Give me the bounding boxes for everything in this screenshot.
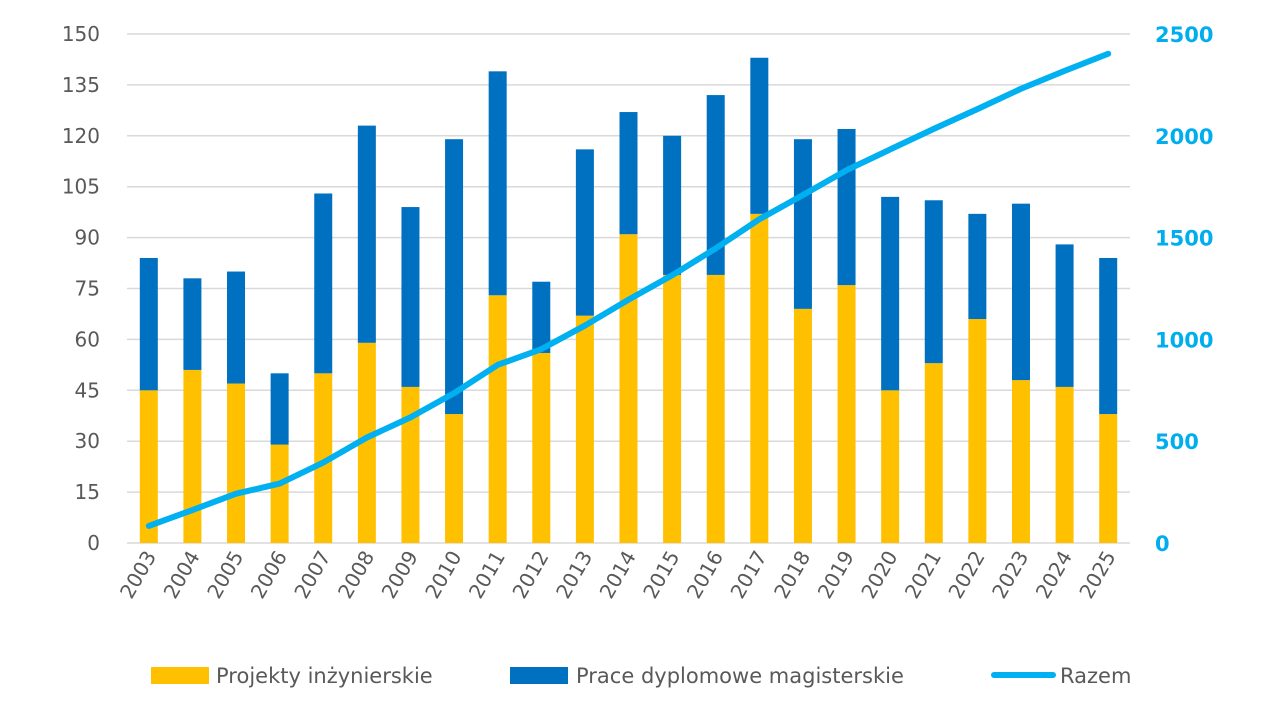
bar-engineering-2023 [1011, 380, 1030, 543]
x-tick-label: 2025 [1074, 547, 1120, 603]
bar-engineering-2016 [706, 274, 725, 543]
left-tick-label: 0 [87, 531, 100, 555]
legend: Projekty inżynierskie Prace dyplomowe ma… [151, 664, 1131, 688]
bar-engineering-2008 [357, 342, 376, 543]
bar-masters-2013 [575, 149, 594, 316]
x-tick-label: 2010 [420, 547, 466, 603]
bar-masters-2007 [314, 193, 333, 374]
right-tick-label: 1500 [1155, 227, 1213, 251]
left-tick-label: 150 [62, 22, 100, 46]
total-line [145, 50, 1112, 529]
bar-engineering-2024 [1055, 386, 1074, 543]
bar-masters-2025 [1099, 257, 1118, 415]
left-axis-ticks: 0 15 30 45 60 75 90 105 120 135 150 [62, 22, 100, 555]
x-tick-label: 2015 [638, 547, 684, 603]
bar-engineering-2006 [270, 444, 289, 543]
bar-engineering-2022 [968, 319, 987, 543]
bar-masters-2012 [532, 281, 551, 353]
right-tick-label: 0 [1155, 532, 1170, 556]
x-tick-label: 2011 [464, 547, 510, 603]
bar-masters-2004 [183, 278, 202, 370]
bar-masters-2011 [488, 71, 507, 296]
bar-engineering-2021 [924, 363, 943, 543]
bar-masters-2005 [227, 271, 246, 384]
x-tick-label: 2006 [246, 547, 292, 603]
bar-engineering-2009 [401, 386, 420, 543]
bar-engineering-2020 [881, 390, 900, 543]
legend-swatch-masters [510, 667, 568, 684]
x-tick-label: 2003 [115, 547, 161, 603]
left-tick-label: 105 [62, 175, 100, 199]
x-tick-label: 2008 [333, 547, 379, 603]
right-tick-label: 500 [1155, 430, 1199, 454]
bar-engineering-2013 [575, 315, 594, 543]
bar-masters-2022 [968, 213, 987, 320]
x-tick-label: 2018 [769, 547, 815, 603]
left-tick-label: 135 [62, 73, 100, 97]
bar-engineering-2004 [183, 369, 202, 543]
bar-engineering-2007 [314, 373, 333, 543]
x-tick-label: 2004 [159, 547, 205, 603]
bar-engineering-2018 [793, 308, 812, 543]
bar-engineering-2025 [1099, 414, 1118, 543]
left-tick-label: 120 [62, 124, 100, 148]
x-tick-label: 2023 [987, 547, 1033, 603]
bar-masters-2021 [924, 200, 943, 364]
left-tick-label: 15 [75, 480, 100, 504]
bar-masters-2015 [663, 135, 682, 275]
bar-engineering-2015 [663, 274, 682, 543]
x-tick-label: 2013 [551, 547, 597, 603]
bar-masters-2023 [1011, 203, 1030, 381]
bar-masters-2020 [881, 196, 900, 391]
left-tick-label: 45 [75, 378, 100, 402]
x-axis-ticks: 2003200420052006200720082009201020112012… [115, 547, 1121, 603]
legend-label-total: Razem [1060, 664, 1131, 688]
x-tick-label: 2022 [943, 547, 989, 603]
bars [139, 57, 1118, 543]
bar-masters-2017 [750, 57, 769, 214]
bar-engineering-2014 [619, 234, 638, 543]
bar-engineering-2010 [445, 414, 464, 543]
bar-masters-2010 [445, 139, 464, 415]
x-tick-label: 2009 [377, 547, 423, 603]
bar-engineering-2012 [532, 352, 551, 543]
bar-engineering-2003 [139, 390, 158, 543]
x-tick-label: 2017 [725, 547, 771, 603]
x-tick-label: 2020 [856, 547, 902, 603]
x-tick-label: 2016 [682, 547, 728, 603]
bar-masters-2024 [1055, 244, 1074, 387]
right-tick-label: 2500 [1155, 23, 1213, 47]
left-tick-label: 60 [75, 327, 100, 351]
x-tick-label: 2014 [595, 547, 641, 603]
legend-swatch-engineering [151, 667, 209, 684]
bar-masters-2006 [270, 373, 289, 445]
bar-engineering-2005 [227, 383, 246, 543]
legend-label-masters: Prace dyplomowe magisterskie [576, 664, 904, 688]
left-tick-label: 90 [75, 226, 100, 250]
x-tick-label: 2024 [1031, 547, 1077, 603]
bar-masters-2016 [706, 95, 725, 275]
left-tick-label: 75 [75, 277, 100, 301]
bar-masters-2003 [139, 257, 158, 391]
right-axis-ticks: 0 500 1000 1500 2000 2500 [1155, 23, 1213, 556]
bar-engineering-2019 [837, 285, 856, 543]
x-tick-label: 2021 [900, 547, 946, 603]
bar-engineering-2017 [750, 213, 769, 543]
bar-masters-2009 [401, 207, 420, 387]
bar-masters-2018 [793, 139, 812, 309]
left-tick-label: 30 [75, 429, 100, 453]
legend-label-engineering: Projekty inżynierskie [216, 664, 433, 688]
x-tick-label: 2007 [289, 547, 335, 603]
x-tick-label: 2012 [507, 547, 553, 603]
bar-masters-2019 [837, 129, 856, 286]
bar-masters-2008 [357, 125, 376, 343]
x-tick-label: 2005 [202, 547, 248, 603]
right-tick-label: 1000 [1155, 328, 1213, 352]
right-tick-label: 2000 [1155, 125, 1213, 149]
bar-masters-2014 [619, 112, 638, 235]
x-tick-label: 2019 [813, 547, 859, 603]
bar-engineering-2011 [488, 295, 507, 543]
